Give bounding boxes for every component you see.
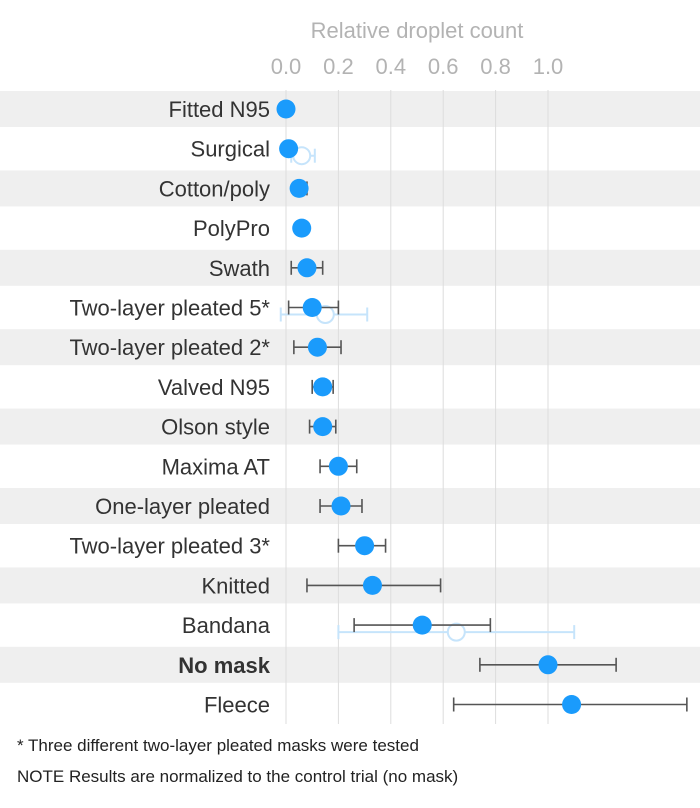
category-label: Two-layer pleated 5* xyxy=(69,296,270,321)
category-label: Cotton/poly xyxy=(159,176,270,201)
data-point xyxy=(307,337,327,357)
open-data-point xyxy=(446,622,466,642)
data-point xyxy=(279,139,299,159)
row-stripe xyxy=(0,249,700,286)
category-label: One-layer pleated xyxy=(95,494,270,519)
category-label: Bandana xyxy=(182,613,271,638)
category-label: Two-layer pleated 3* xyxy=(69,534,270,559)
x-tick-label: 1.0 xyxy=(533,54,564,79)
row-stripe xyxy=(0,408,700,445)
category-label: Two-layer pleated 2* xyxy=(69,335,270,360)
row-stripe xyxy=(0,329,700,366)
data-point xyxy=(412,615,432,635)
category-label: Fitted N95 xyxy=(169,97,271,122)
data-point xyxy=(331,496,351,516)
data-point xyxy=(302,298,322,317)
x-tick-label: 0.2 xyxy=(323,54,354,79)
category-label: Maxima AT xyxy=(162,454,270,479)
data-point xyxy=(355,536,375,556)
data-point xyxy=(289,178,309,198)
x-tick-label: 0.0 xyxy=(271,54,302,79)
data-point xyxy=(562,695,582,714)
data-point xyxy=(313,417,333,437)
row-stripe xyxy=(0,170,700,207)
category-label: Olson style xyxy=(161,415,270,440)
x-tick-label: 0.6 xyxy=(428,54,459,79)
x-tick-label: 0.4 xyxy=(376,54,407,79)
category-label: No mask xyxy=(178,653,270,678)
category-label: Knitted xyxy=(202,573,271,598)
mask-efficacy-chart: Relative droplet count 0.0 0.2 0.4 0.6 0.8 1.0… xyxy=(0,18,700,724)
data-point xyxy=(362,575,382,595)
data-point xyxy=(538,655,558,675)
category-label: Swath xyxy=(209,256,270,281)
category-label: Fleece xyxy=(204,693,270,718)
category-label: PolyPro xyxy=(193,216,270,241)
row-stripe xyxy=(0,91,700,127)
x-axis-title: Relative droplet count xyxy=(311,18,524,43)
category-label: Valved N95 xyxy=(158,375,270,400)
x-tick-label: 0.8 xyxy=(480,54,511,79)
category-label: Surgical xyxy=(191,137,270,162)
data-point xyxy=(297,258,317,278)
data-point xyxy=(292,218,312,238)
data-point xyxy=(328,456,348,476)
footnote-note: NOTE Results are normalized to the contr… xyxy=(17,767,459,786)
data-point xyxy=(276,99,296,119)
data-point xyxy=(313,377,333,397)
footnote-asterisk: * Three different two-layer pleated mask… xyxy=(17,736,419,755)
